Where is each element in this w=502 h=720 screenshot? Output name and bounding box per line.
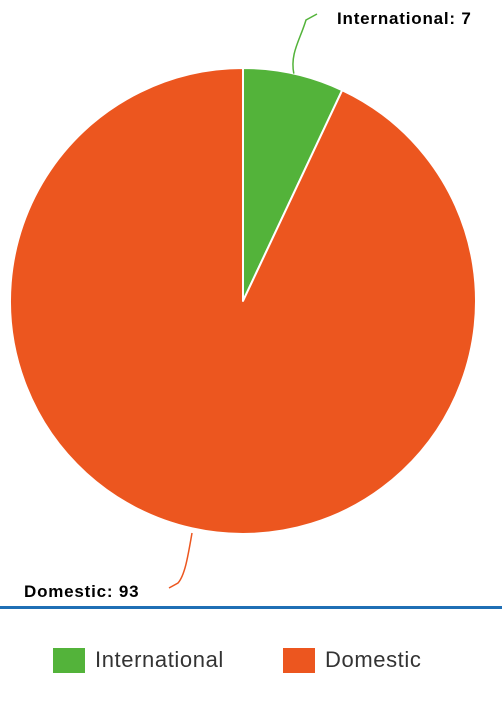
legend-label-international: International <box>95 647 224 672</box>
legend-item-international[interactable]: International <box>53 644 224 676</box>
pie-chart: International: 7 Domestic: 93 <box>9 9 477 601</box>
legend-swatch-international <box>53 647 85 673</box>
legend-item-domestic[interactable]: Domestic <box>283 644 422 676</box>
pie-slice-international[interactable] <box>242 67 344 302</box>
data-label-connector-domestic <box>168 532 193 589</box>
legend-swatch-domestic <box>283 647 315 673</box>
pie-slice-domestic[interactable] <box>9 67 477 535</box>
data-label-domestic: Domestic: 93 <box>24 582 139 601</box>
legend-divider <box>0 606 502 609</box>
data-label-connector-international <box>292 13 318 74</box>
legend: International Domestic <box>0 644 502 676</box>
legend-label-domestic: Domestic <box>325 647 422 672</box>
data-label-international: International: 7 <box>337 9 472 28</box>
